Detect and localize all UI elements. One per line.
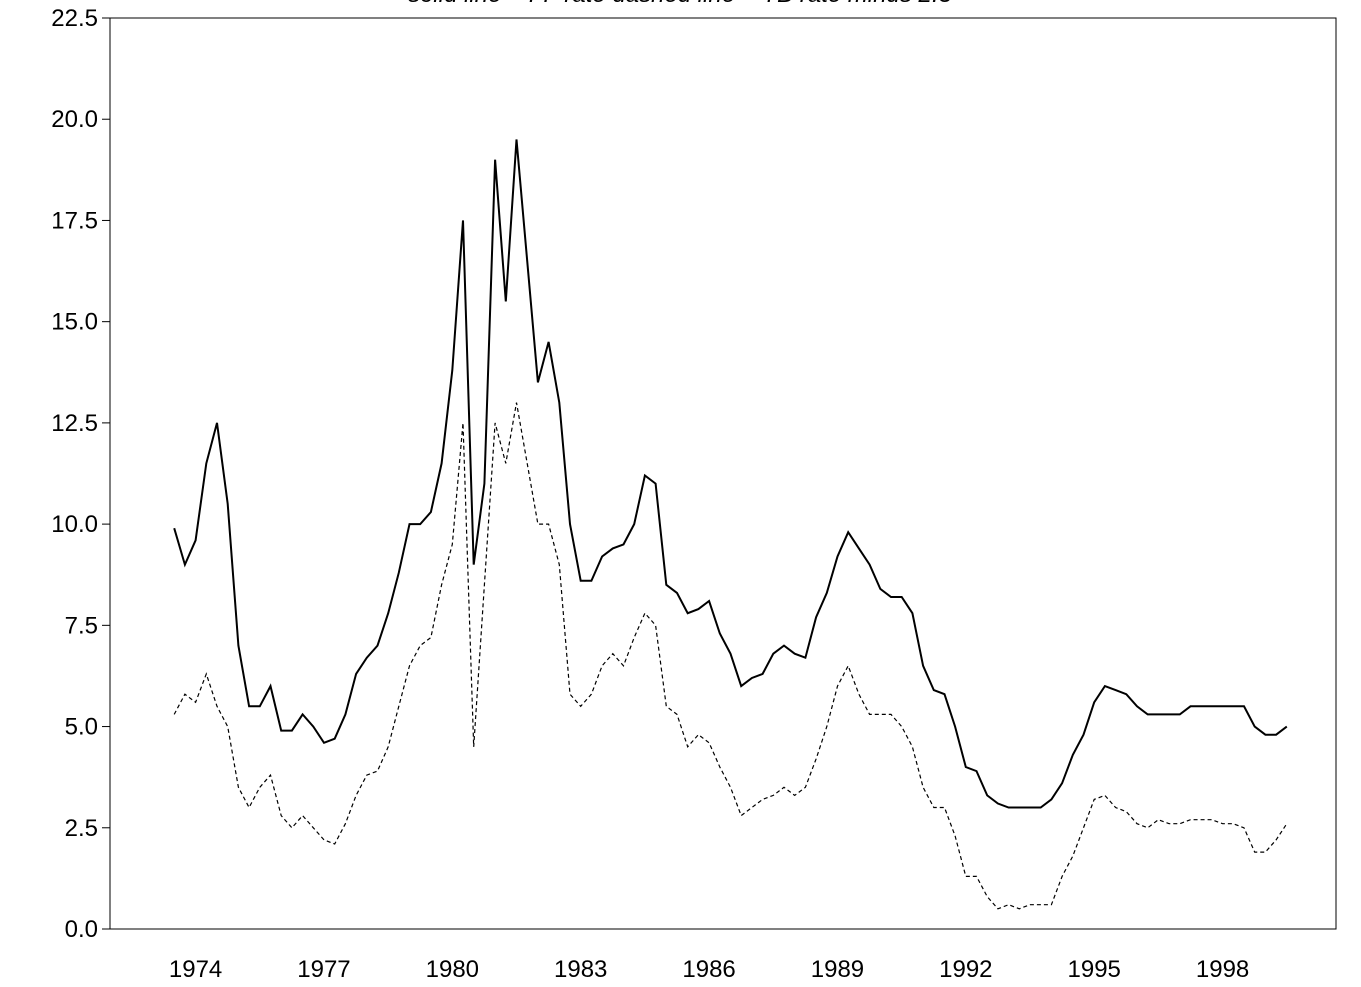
y-tick-label: 5.0	[65, 714, 98, 741]
x-tick-label: 1974	[169, 956, 222, 983]
x-tick-label: 1983	[554, 956, 607, 983]
x-tick-label: 1995	[1068, 956, 1121, 983]
plot-frame	[109, 17, 1337, 930]
y-tick-label: 15.0	[51, 309, 98, 336]
y-tick-label: 17.5	[51, 207, 98, 234]
chart-title: solid line = FF rate dashed line = TB ra…	[408, 0, 952, 8]
y-tick-label: 12.5	[51, 410, 98, 437]
x-tick-label: 1989	[811, 956, 864, 983]
x-tick-label: 1980	[426, 956, 479, 983]
y-tick-label: 10.0	[51, 511, 98, 538]
y-tick-label: 7.5	[65, 612, 98, 639]
x-tick-label: 1992	[939, 956, 992, 983]
x-tick-label: 1977	[297, 956, 350, 983]
series-line	[173, 402, 1288, 910]
x-tick-label: 1986	[682, 956, 735, 983]
series-line	[173, 139, 1288, 809]
y-tick-label: 0.0	[65, 916, 98, 943]
x-tick-label: 1998	[1196, 956, 1249, 983]
y-tick-label: 2.5	[65, 815, 98, 842]
y-tick-label: 20.0	[51, 106, 98, 133]
y-tick-label: 22.5	[51, 5, 98, 32]
